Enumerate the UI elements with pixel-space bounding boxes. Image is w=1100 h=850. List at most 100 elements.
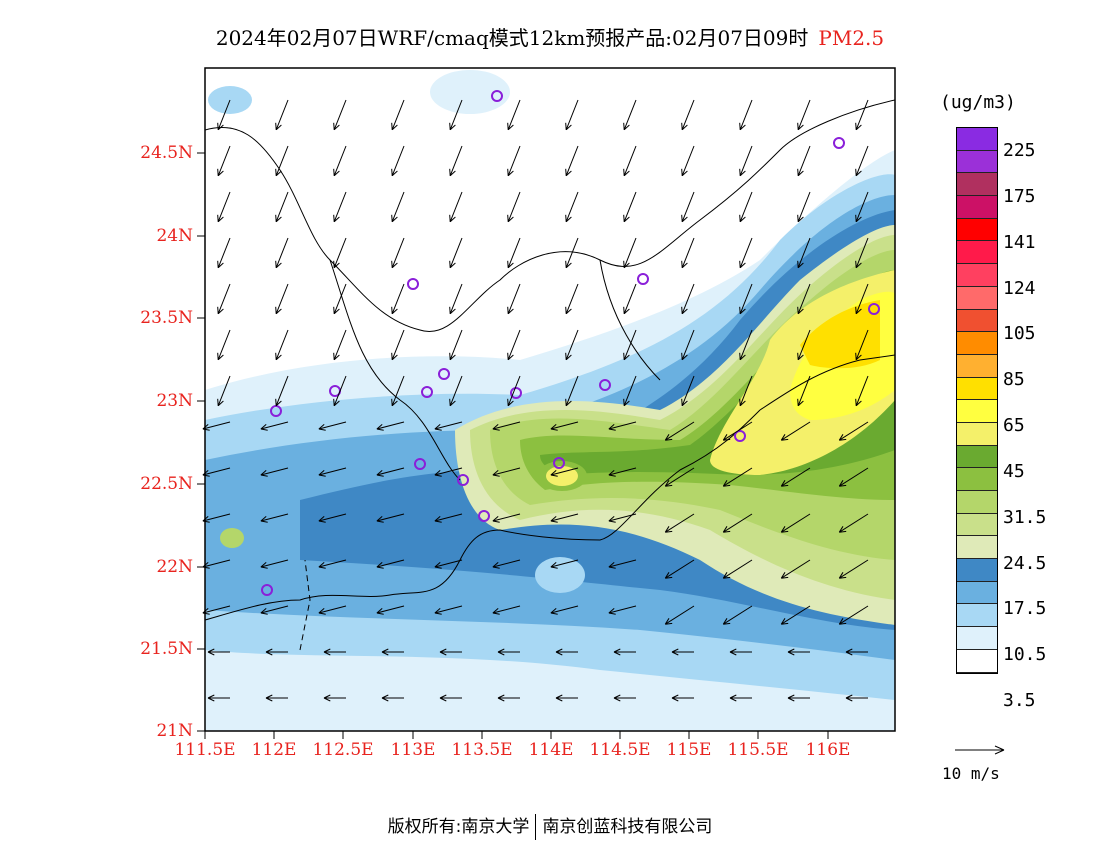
legend-swatch — [957, 604, 997, 628]
wind-arrow-head — [739, 260, 741, 268]
wind-arrow-head — [202, 424, 209, 430]
wind-arrow-head — [391, 260, 393, 268]
wind-arrow-head — [845, 694, 853, 699]
wind-arrow-head — [797, 308, 804, 315]
wind-arrow — [681, 237, 695, 268]
wind-arrow — [217, 375, 231, 406]
wind-arrow-head — [207, 651, 215, 656]
wind-arrow-head — [838, 480, 844, 487]
wind-arrow-head — [260, 520, 268, 523]
legend-swatch — [957, 196, 997, 219]
wind-arrow-head — [202, 612, 210, 615]
wind-arrow — [855, 283, 869, 314]
wind-arrow-head — [323, 694, 331, 699]
wind-arrow-head — [565, 352, 567, 360]
wind-arrow — [781, 559, 811, 579]
wind-arrow — [739, 99, 753, 130]
wind-arrow-head — [323, 648, 331, 653]
wind-arrow-head — [275, 400, 282, 407]
wind-arrow-head — [434, 562, 441, 568]
wind-arrow — [202, 513, 231, 522]
wind-arrow — [665, 421, 695, 441]
wind-arrow-head — [333, 170, 340, 177]
wind-arrow-head — [723, 530, 731, 533]
wind-arrow-head — [681, 308, 688, 315]
wind-arrow-head — [376, 520, 384, 523]
wind-arrow — [781, 513, 811, 533]
wind-arrow-head — [217, 400, 224, 407]
wind-arrow-head — [565, 216, 572, 223]
legend-swatch — [957, 559, 997, 582]
wind-arrow-head — [722, 434, 728, 441]
wind-arrow-head — [665, 438, 673, 441]
legend-label: 65 — [1003, 415, 1025, 436]
wind-arrow-head — [555, 651, 563, 656]
wind-arrow-head — [681, 170, 688, 177]
wind-arrow-head — [260, 474, 268, 477]
legend-label: 85 — [1003, 369, 1025, 390]
legend-label: 17.5 — [1003, 598, 1047, 619]
wind-arrow-head — [202, 428, 210, 431]
wind-arrow — [565, 191, 579, 222]
wind-arrow — [333, 375, 347, 406]
lat-label-22-5: 22.5N — [140, 474, 193, 494]
wind-arrow-head — [608, 424, 615, 430]
wind-arrow-head — [838, 434, 844, 441]
wind-arrow-head — [665, 484, 673, 487]
wind-arrow — [492, 421, 521, 430]
wind-arrow — [739, 237, 753, 268]
wind-arrow-head — [665, 576, 673, 579]
wind-arrow-head — [492, 566, 500, 569]
wind-arrow-head — [855, 170, 862, 177]
wind-arrow-head — [855, 122, 857, 130]
wind-arrow-head — [623, 124, 630, 131]
wind-arrow-head — [608, 428, 616, 431]
wind-arrow — [275, 191, 289, 222]
wind-arrow — [492, 605, 521, 614]
wind-arrow — [449, 329, 463, 360]
legend-swatch — [957, 513, 997, 537]
wind-arrow — [723, 559, 753, 579]
wind-arrow-head — [376, 612, 384, 615]
wind-arrow-head — [623, 168, 625, 176]
wind-arrow-head — [608, 516, 615, 522]
wind-arrow-head — [507, 398, 509, 406]
wind-arrow-head — [492, 520, 500, 523]
wind-arrow-head — [202, 474, 210, 477]
wind-arrow-head — [449, 262, 456, 269]
wind-arrow — [434, 421, 463, 430]
wind-arrow-head — [391, 306, 393, 314]
lon-label-114: 114E — [528, 740, 574, 760]
wind-arrow-head — [391, 352, 393, 360]
map-frame — [204, 67, 896, 732]
wind-arrow-head — [265, 651, 273, 656]
copyright-footer: 版权所有:南京大学 南京创蓝科技有限公司 — [0, 812, 1100, 840]
wind-arrow — [797, 191, 811, 222]
wind-arrow-head — [565, 398, 567, 406]
legend-label: 105 — [1003, 323, 1036, 344]
wind-arrow-head — [449, 354, 456, 361]
wind-arrow-head — [797, 170, 804, 177]
legend-label: 225 — [1003, 140, 1036, 161]
wind-arrow-head — [797, 216, 804, 223]
wind-arrow-head — [275, 262, 282, 269]
wind-arrow — [855, 99, 869, 130]
wind-arrow-head — [275, 124, 282, 131]
wind-arrow — [739, 375, 753, 406]
wind-arrow-head — [217, 354, 224, 361]
wind-arrow-head — [217, 306, 219, 314]
wind-arrow — [623, 191, 637, 222]
wind-arrow — [507, 237, 521, 268]
wind-arrow-head — [681, 216, 688, 223]
wind-arrow — [855, 191, 869, 222]
wind-arrow-head — [439, 648, 447, 653]
wind-arrow-head — [739, 398, 741, 406]
wind-arrow-head — [855, 352, 857, 360]
wind-arrow — [797, 329, 811, 360]
wind-arrow-head — [739, 354, 746, 361]
wind-arrow-head — [449, 122, 451, 130]
wind-arrow — [275, 237, 289, 268]
wind-arrow-head — [681, 168, 683, 176]
wind-arrow-head — [439, 694, 447, 699]
wind-arrow-head — [845, 651, 853, 656]
